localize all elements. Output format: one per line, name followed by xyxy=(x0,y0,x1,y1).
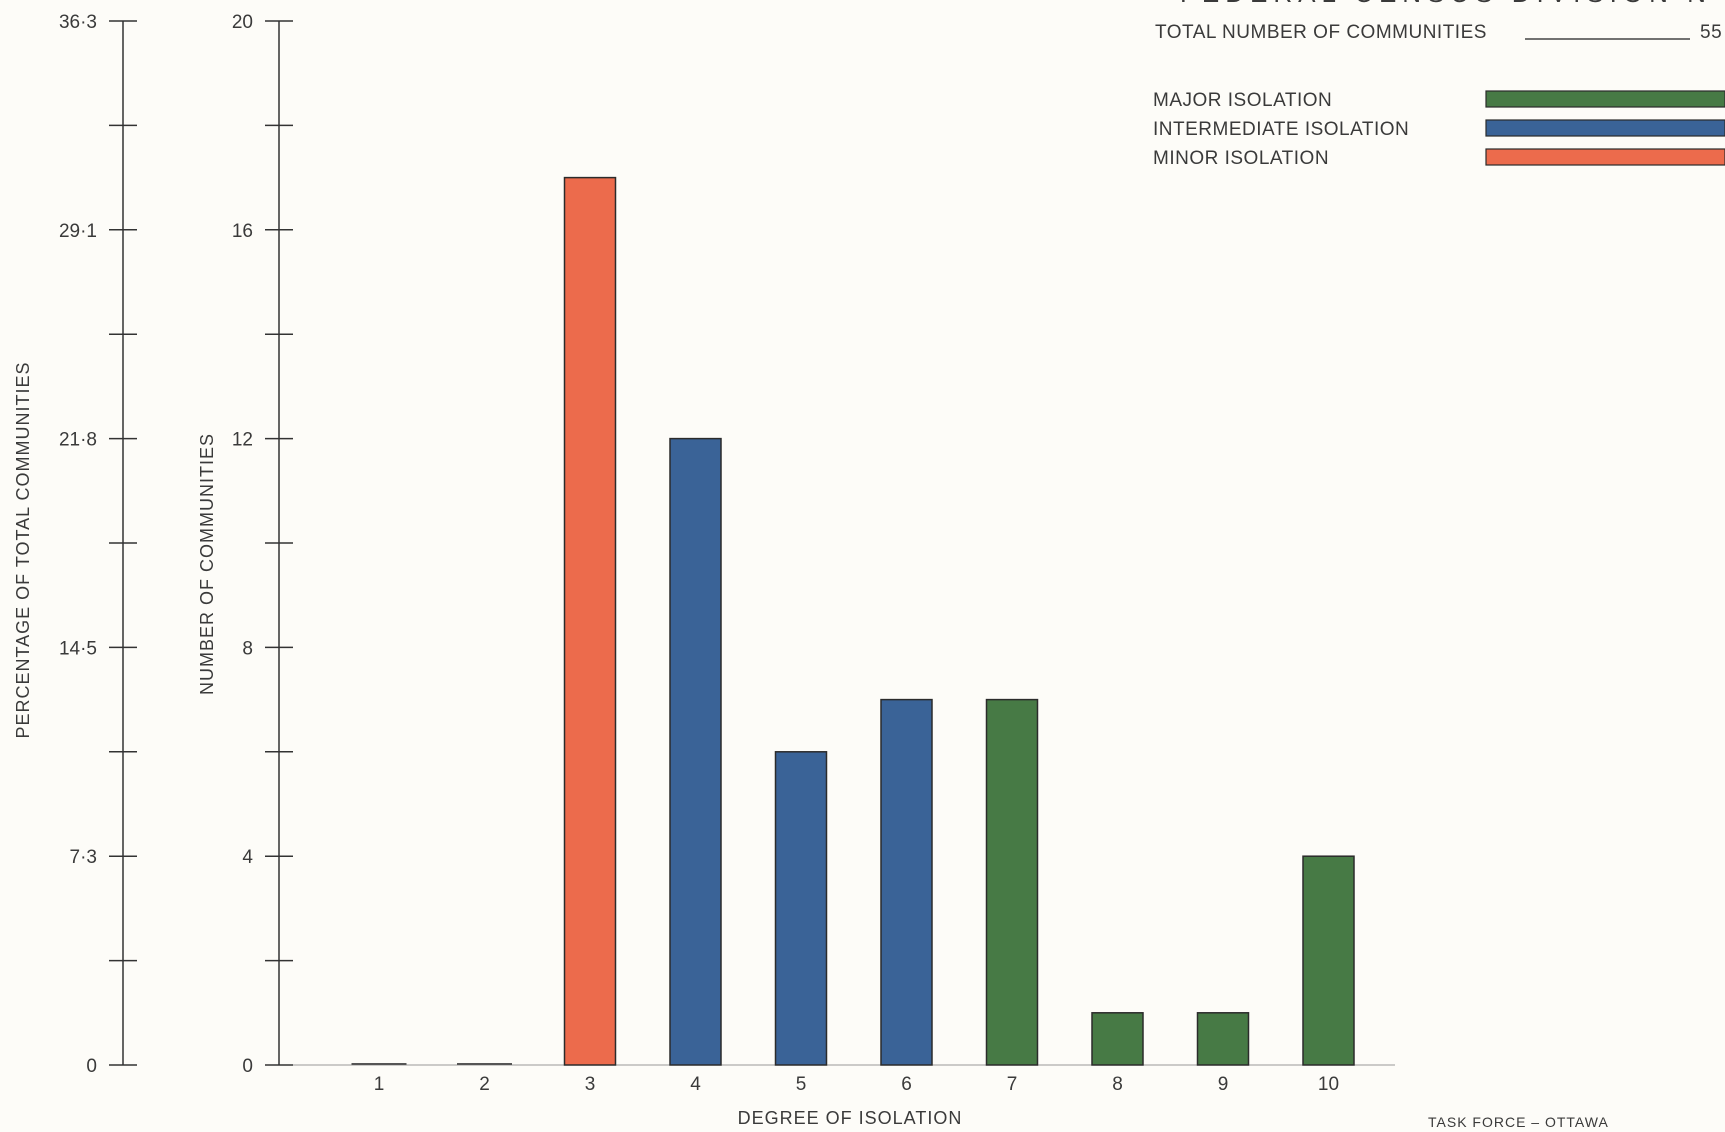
chart-title: FEDERAL CENSUS DIVISION N°2 xyxy=(1180,0,1725,8)
legend-swatch xyxy=(1485,119,1725,137)
legend-label: INTERMEDIATE ISOLATION xyxy=(1153,119,1409,140)
legend-label: MAJOR ISOLATION xyxy=(1153,90,1332,111)
x-axis-title: DEGREE OF ISOLATION xyxy=(738,1108,963,1127)
axes: 0 0 4 7·3 8 14·5 12 21·8 16 29·1 20 36·3 xyxy=(59,12,1395,1077)
y-tick-label: 8 xyxy=(242,638,253,659)
bar-6 xyxy=(880,698,933,1066)
y-tick-label: 12 xyxy=(232,430,253,451)
y-tick-label-secondary: 7·3 xyxy=(70,847,97,868)
x-tick-label: 3 xyxy=(585,1074,596,1095)
legend-swatch xyxy=(1485,90,1725,108)
credit-text: TASK FORCE – OTTAWA xyxy=(1428,1114,1609,1127)
y-tick-label-secondary: 0 xyxy=(86,1056,97,1077)
legend-label: MINOR ISOLATION xyxy=(1153,148,1329,169)
x-tick-label: 8 xyxy=(1112,1074,1123,1095)
bar-3 xyxy=(563,176,617,1066)
y-tick-label-secondary: 14·5 xyxy=(59,638,97,659)
x-tick-label: 6 xyxy=(901,1074,912,1095)
y-tick-label-secondary: 29·1 xyxy=(59,221,97,242)
y-axis-secondary-title: PERCENTAGE OF TOTAL COMMUNITIES xyxy=(13,361,33,738)
bar-10 xyxy=(1302,855,1355,1066)
y-axis-title: NUMBER OF COMMUNITIES xyxy=(197,433,217,695)
x-tick-label: 5 xyxy=(796,1074,807,1095)
bar-9 xyxy=(1196,1012,1250,1066)
total-communities-value: 55 xyxy=(1700,22,1722,43)
bar-4 xyxy=(669,437,722,1066)
x-tick-label: 7 xyxy=(1007,1074,1018,1095)
y-tick-label-secondary: 36·3 xyxy=(59,12,97,33)
legend-swatch xyxy=(1485,148,1725,166)
y-tick-label: 16 xyxy=(232,221,253,242)
legend: MAJOR ISOLATION INTERMEDIATE ISOLATION MIN… xyxy=(1153,90,1725,169)
total-communities-label: TOTAL NUMBER OF COMMUNITIES xyxy=(1155,22,1487,43)
x-tick-label: 10 xyxy=(1318,1074,1339,1095)
x-tick-label: 2 xyxy=(479,1074,490,1095)
x-tick-label: 4 xyxy=(690,1074,701,1095)
x-tick-label: 9 xyxy=(1218,1074,1229,1095)
y-tick-label: 4 xyxy=(242,847,253,868)
y-tick-label-secondary: 21·8 xyxy=(59,430,97,451)
y-tick-label: 0 xyxy=(242,1056,253,1077)
bar-7 xyxy=(985,698,1039,1066)
x-tick-labels: 1 2 3 4 5 6 7 8 9 10 xyxy=(374,1074,1339,1095)
bar-8 xyxy=(1091,1012,1144,1066)
x-tick-label: 1 xyxy=(374,1074,385,1095)
bars xyxy=(351,176,1355,1066)
bar-5 xyxy=(774,751,828,1066)
y-tick-label: 20 xyxy=(232,12,253,33)
